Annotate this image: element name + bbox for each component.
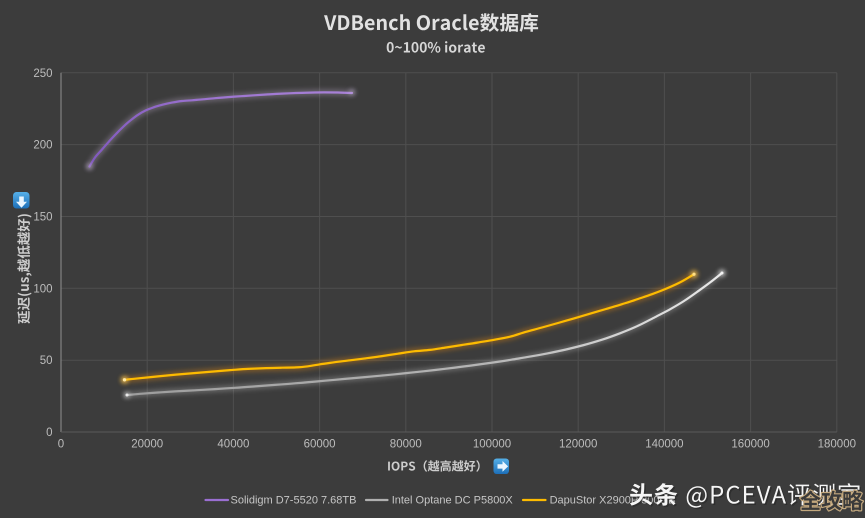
svg-text:100: 100 xyxy=(33,283,52,295)
svg-text:80000: 80000 xyxy=(390,439,422,451)
svg-text:140000: 140000 xyxy=(645,439,683,451)
svg-text:DapuStor X2900P 800GB: DapuStor X2900P 800GB xyxy=(550,495,676,507)
svg-text:20000: 20000 xyxy=(131,439,163,451)
svg-text:40000: 40000 xyxy=(217,439,249,451)
svg-text:50: 50 xyxy=(40,355,53,367)
svg-text:100000: 100000 xyxy=(473,439,511,451)
svg-text:150: 150 xyxy=(33,212,52,224)
svg-text:200: 200 xyxy=(33,140,52,152)
svg-text:Solidigm D7-5520 7.68TB: Solidigm D7-5520 7.68TB xyxy=(231,495,357,507)
svg-text:120000: 120000 xyxy=(559,439,597,451)
svg-text:0: 0 xyxy=(46,427,52,439)
svg-text:160000: 160000 xyxy=(731,439,769,451)
svg-text:180000: 180000 xyxy=(818,439,856,451)
svg-text:Intel Optane DC P5800X: Intel Optane DC P5800X xyxy=(392,495,514,507)
svg-text:60000: 60000 xyxy=(304,439,336,451)
svg-text:0: 0 xyxy=(58,439,64,451)
svg-text:250: 250 xyxy=(33,68,52,80)
